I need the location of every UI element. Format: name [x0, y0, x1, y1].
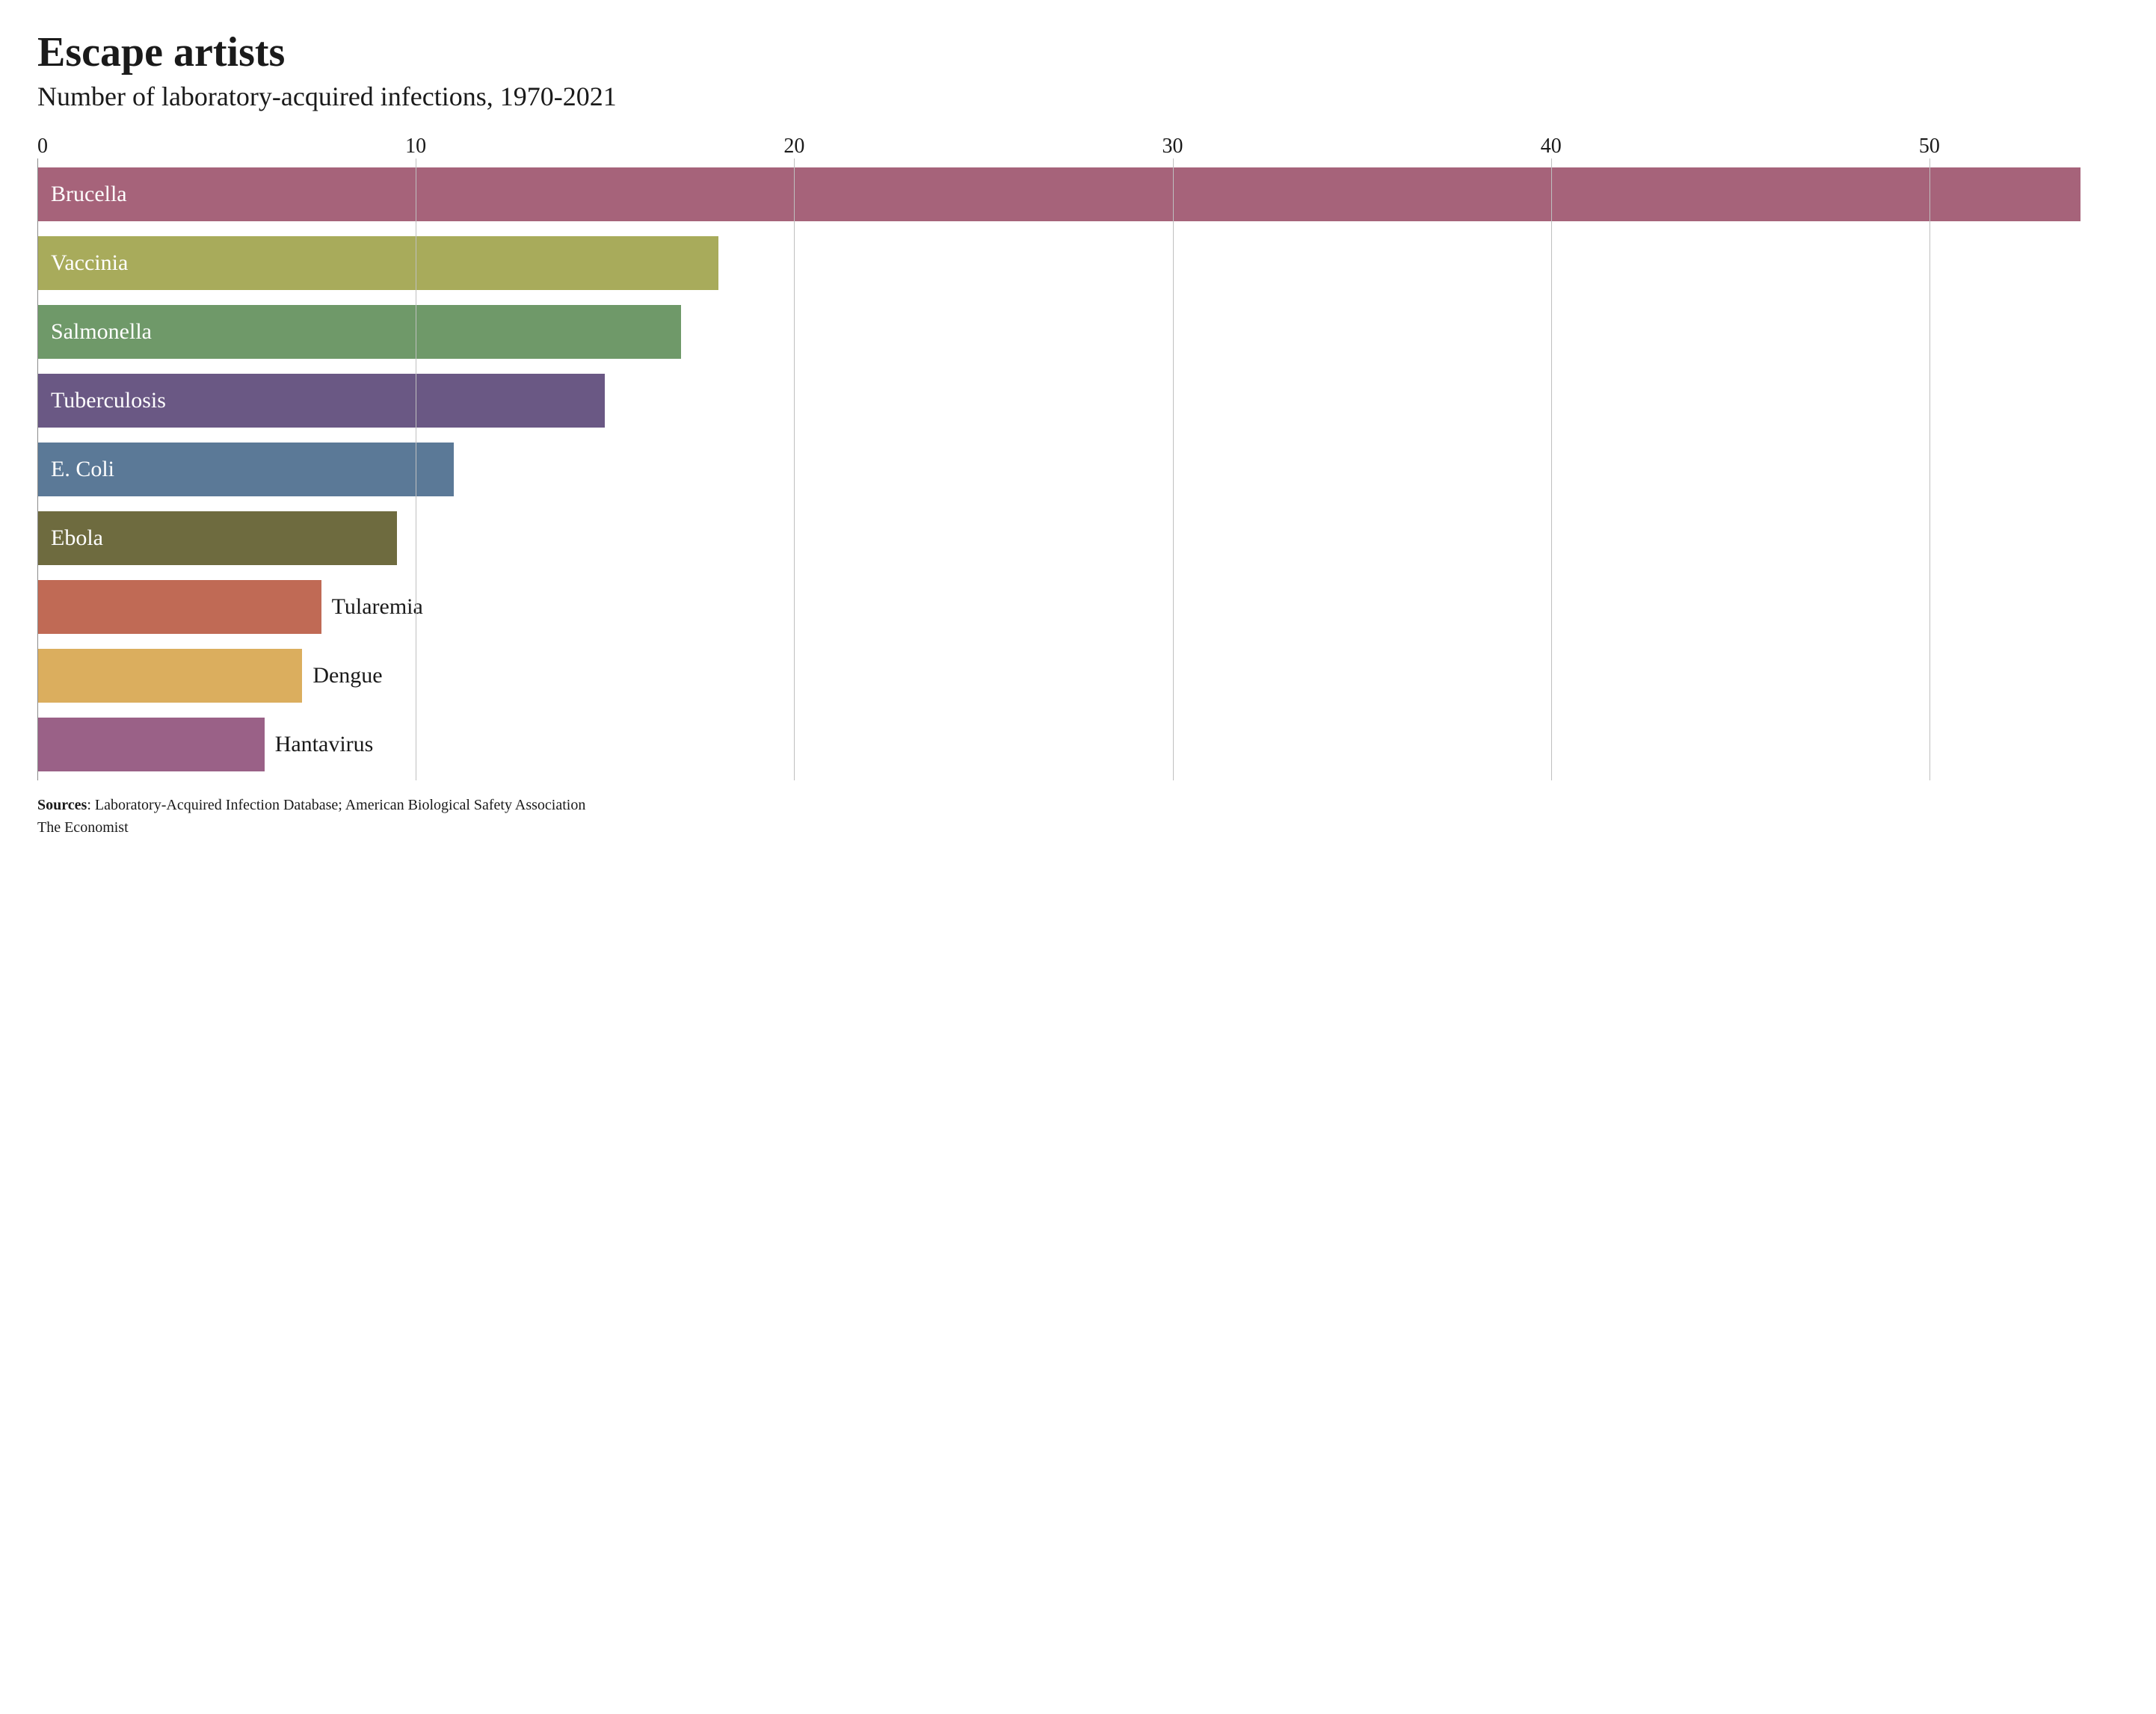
bar-row: Vaccinia: [37, 236, 2119, 290]
bar-label: Salmonella: [51, 319, 152, 345]
sources-text: : Laboratory-Acquired Infection Database…: [87, 797, 585, 813]
x-tick-label: 30: [1162, 135, 1183, 158]
bar: [37, 649, 302, 703]
chart-area: 0 10 20 30 40 50 Brucella Vaccinia Salmonella Tu…: [37, 135, 2119, 780]
bar-row: Salmonella: [37, 305, 2119, 359]
bar-label: Dengue: [312, 663, 382, 688]
x-tick-label: 10: [405, 135, 426, 158]
bar-label: Hantavirus: [275, 732, 374, 757]
chart-subtitle: Number of laboratory-acquired infections…: [37, 79, 2119, 114]
bar-row: Brucella: [37, 167, 2119, 221]
bar-row: E. Coli: [37, 443, 2119, 496]
bar-label: Tuberculosis: [51, 388, 166, 413]
gridline: [794, 158, 795, 780]
bar-label: Ebola: [51, 525, 103, 551]
sources-line: Sources: Laboratory-Acquired Infection D…: [37, 794, 2119, 816]
bar-row: Ebola: [37, 511, 2119, 565]
gridline: [1551, 158, 1552, 780]
x-tick-label: 50: [1919, 135, 1940, 158]
bar-label: Vaccinia: [51, 250, 128, 276]
sources-label: Sources: [37, 797, 87, 813]
bar-label: Tularemia: [332, 594, 423, 620]
bar-label: Brucella: [51, 182, 127, 207]
bar: [37, 167, 2080, 221]
chart-footer: Sources: Laboratory-Acquired Infection D…: [37, 794, 2119, 839]
credit-line: The Economist: [37, 816, 2119, 839]
gridline: [1929, 158, 1930, 780]
x-tick-label: 40: [1541, 135, 1562, 158]
bar-row: Hantavirus: [37, 718, 2119, 771]
chart-title: Escape artists: [37, 30, 2119, 76]
bar-row: Dengue: [37, 649, 2119, 703]
plot-area: Brucella Vaccinia Salmonella Tuberculosis E.…: [37, 158, 2119, 780]
bar: [37, 580, 321, 634]
gridline: [1173, 158, 1174, 780]
bar-row: Tuberculosis: [37, 374, 2119, 428]
x-axis-labels: 0 10 20 30 40 50: [37, 135, 2119, 158]
bar: [37, 236, 718, 290]
x-tick-label: 0: [37, 135, 48, 158]
bar-label: E. Coli: [51, 457, 114, 482]
x-tick-label: 20: [783, 135, 804, 158]
bar-row: Tularemia: [37, 580, 2119, 634]
gridline: [37, 158, 38, 780]
bars-container: Brucella Vaccinia Salmonella Tuberculosis E.…: [37, 158, 2119, 780]
bar: [37, 718, 265, 771]
